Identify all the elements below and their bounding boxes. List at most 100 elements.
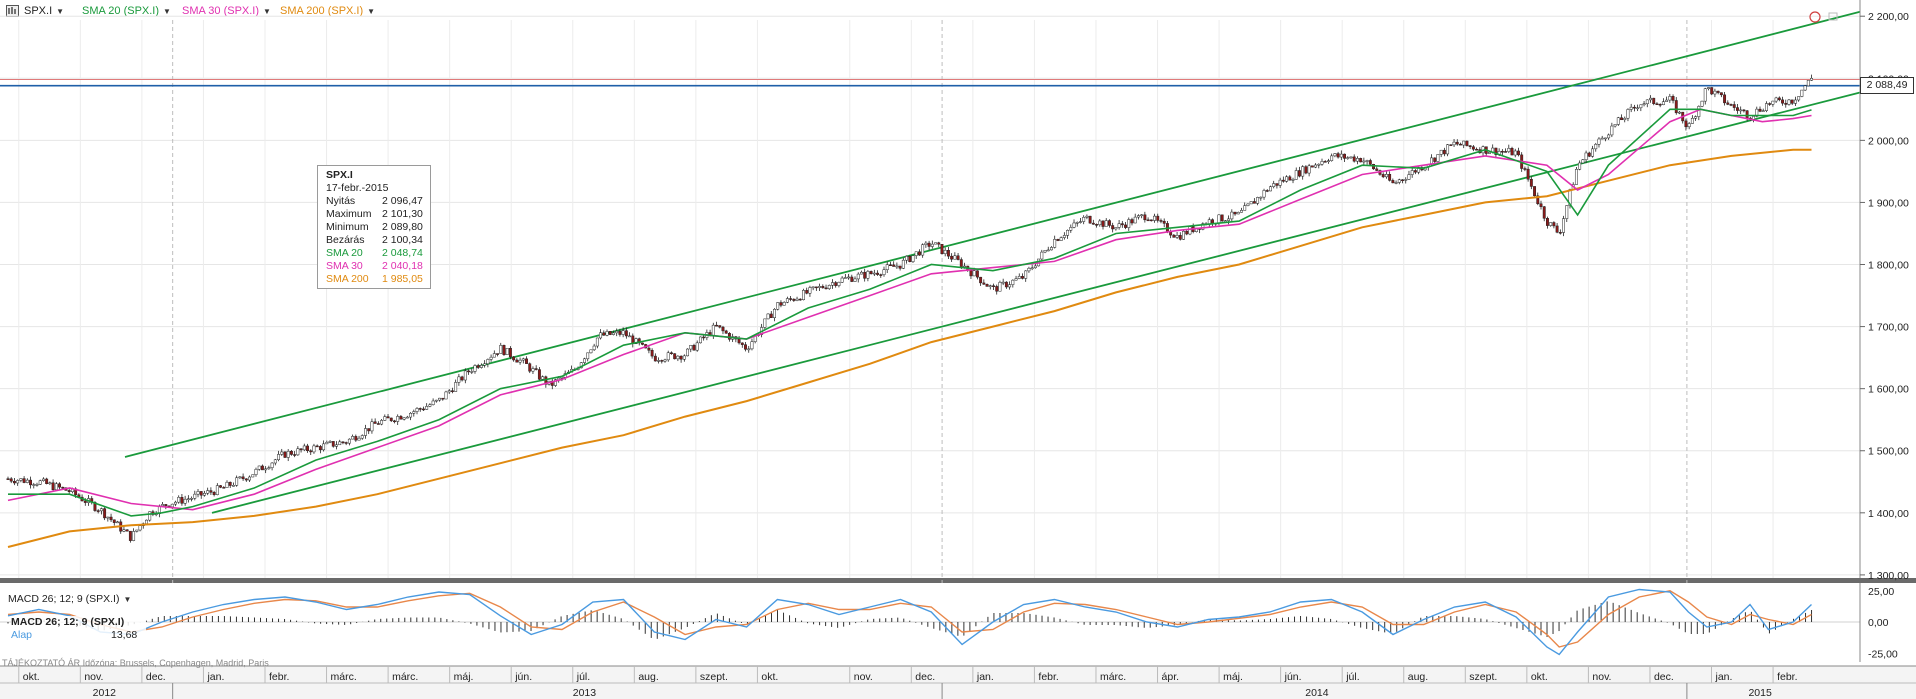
price-tick-label: 1 400,00 <box>1868 508 1909 520</box>
candle-body <box>135 529 139 532</box>
indicator-sma200[interactable]: SMA 200 (SPX.I) ▼ <box>280 5 375 17</box>
candle-body <box>1806 79 1810 87</box>
candle-body <box>1613 124 1617 127</box>
candle-body <box>280 451 284 455</box>
candle-body <box>927 242 931 247</box>
indicator-sma30[interactable]: SMA 30 (SPX.I) ▼ <box>182 5 271 17</box>
candle-body <box>628 335 632 338</box>
candle-body <box>1607 134 1611 139</box>
candle-body <box>383 416 387 421</box>
month-label: márc. <box>1100 671 1126 683</box>
candle-body <box>1436 154 1440 162</box>
candle-body <box>1574 169 1578 185</box>
candle-body <box>1642 103 1646 106</box>
candle-body <box>1252 201 1256 204</box>
candle-body <box>1056 239 1060 241</box>
candle-body <box>998 282 1002 292</box>
candle-body <box>860 271 863 275</box>
candle-body <box>486 359 490 365</box>
macd-tick-label: 0,00 <box>1868 617 1889 629</box>
candle-body <box>1140 214 1144 217</box>
candle-body <box>940 243 944 255</box>
indicator-sma20[interactable]: SMA 20 (SPX.I) ▼ <box>82 5 171 17</box>
candle-body <box>1043 250 1047 253</box>
candle-body <box>1603 137 1607 140</box>
month-label: okt. <box>761 671 778 683</box>
candle-body <box>618 330 622 335</box>
maximize-icon[interactable] <box>1828 12 1838 21</box>
candle-body <box>35 484 39 486</box>
tooltip-row-label: Minimum <box>326 221 369 233</box>
candle-body <box>843 277 847 279</box>
candle-body <box>1697 106 1701 117</box>
candle-body <box>1726 102 1730 105</box>
candle-body <box>19 478 23 481</box>
candle-body <box>41 478 45 481</box>
macd-indicator-selector[interactable]: MACD 26; 12; 9 (SPX.I) ▼ <box>8 593 131 605</box>
candle-body <box>1243 205 1247 211</box>
candle-body <box>1594 144 1598 150</box>
candle-body <box>824 287 828 290</box>
candle-body <box>215 485 219 495</box>
candle-body <box>1758 108 1762 112</box>
clock-icon[interactable] <box>1809 11 1821 23</box>
candle-body <box>164 504 168 507</box>
candle-body <box>740 342 744 345</box>
tooltip-row-value: 2 040,18 <box>382 260 423 272</box>
chart-type-icon[interactable] <box>6 5 19 20</box>
candle-body <box>467 370 470 373</box>
chevron-down-icon: ▼ <box>56 7 65 16</box>
candle-body <box>412 411 416 414</box>
candle-body <box>1661 101 1665 106</box>
candle-body <box>496 353 499 355</box>
price-tick-label: 1 300,00 <box>1868 570 1909 582</box>
candle-body <box>177 497 181 503</box>
candle-body <box>1024 270 1028 279</box>
candle-body <box>6 478 10 480</box>
candle-body <box>995 286 999 292</box>
candle-body <box>267 467 271 470</box>
candle-body <box>866 271 870 279</box>
candle-body <box>763 318 767 328</box>
candle-body <box>898 265 902 269</box>
candle-body <box>1326 160 1330 162</box>
candle-body <box>1462 140 1466 146</box>
candle-body <box>615 330 619 334</box>
candle-body <box>831 282 834 286</box>
candle-body <box>711 324 715 336</box>
candle-body <box>409 413 413 418</box>
macd-axis-background <box>1860 583 1916 662</box>
candle-body <box>196 491 200 495</box>
candle-body <box>1565 205 1569 219</box>
candle-body <box>286 451 290 458</box>
symbol-selector[interactable]: SPX.I ▼ <box>24 5 64 17</box>
macd-line <box>7 588 1812 656</box>
candle-body <box>12 480 16 484</box>
candle-body <box>882 269 886 275</box>
candle-body <box>811 286 815 289</box>
candle-body <box>721 326 725 332</box>
candle-body <box>1085 215 1089 218</box>
candle-body <box>776 302 780 310</box>
chevron-down-icon: ▼ <box>263 7 271 16</box>
candle-body <box>985 284 989 287</box>
candle-body <box>447 390 451 393</box>
candle-body <box>251 474 255 478</box>
candle-body <box>595 337 599 347</box>
candle-body <box>1246 203 1250 206</box>
candle-body <box>29 479 32 486</box>
candle-body <box>892 264 896 267</box>
candle-body <box>396 416 400 422</box>
month-label: nov. <box>84 671 103 683</box>
tooltip-row-label: Bezárás <box>326 234 365 246</box>
candle-body <box>1745 110 1749 119</box>
trend-channel <box>124 10 1863 514</box>
candle-body <box>325 441 329 445</box>
candle-body <box>657 360 661 362</box>
month-label: ápr. <box>1162 671 1180 683</box>
tooltip-row-value: 2 048,74 <box>382 247 423 259</box>
candle-body <box>1494 147 1498 155</box>
candle-body <box>1761 110 1765 112</box>
candle-body <box>686 348 689 357</box>
candle-body <box>795 298 799 301</box>
